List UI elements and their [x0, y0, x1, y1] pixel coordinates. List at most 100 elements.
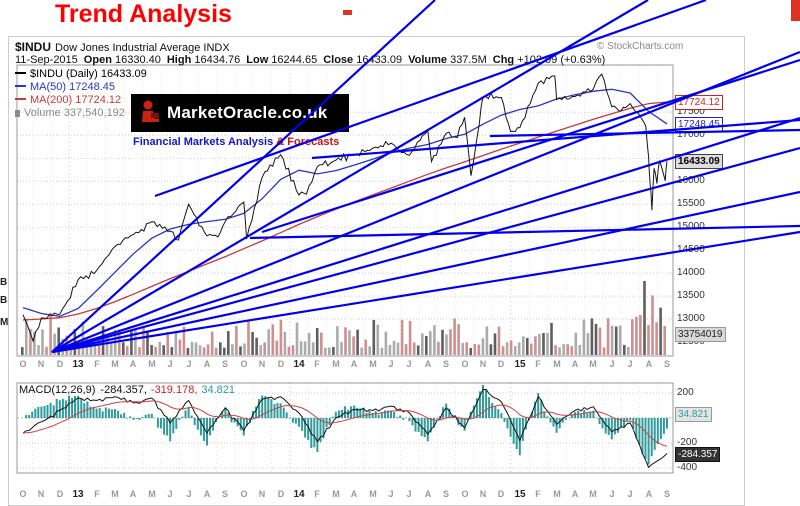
- price-axis-label: 13500: [677, 290, 705, 301]
- quote-value: +102.09 (+0.63%): [514, 54, 606, 66]
- month-label: M: [589, 489, 597, 499]
- price-axis-label: 14000: [677, 267, 705, 278]
- marketoracle-tagline: Financial Markets Analysis & Forecasts: [133, 136, 339, 148]
- red-artifact-corner: [791, 0, 800, 21]
- marketoracle-logo-text: MarketOracle.co.uk: [167, 103, 328, 122]
- legend-item: MA(200) 17724.12: [15, 94, 147, 107]
- volume-bars: [21, 281, 666, 355]
- month-label: N: [258, 489, 266, 499]
- month-label: F: [535, 359, 541, 369]
- ma50-value-box: 17248.45: [675, 117, 723, 132]
- month-label: S: [442, 489, 449, 499]
- price-axis-label: 15500: [677, 198, 705, 209]
- month-label: M: [332, 489, 340, 499]
- quote-value: 337.5M: [447, 54, 487, 66]
- month-label: J: [406, 489, 412, 499]
- month-label: 15: [514, 359, 526, 370]
- month-label: A: [645, 359, 653, 369]
- page-title: Trend Analysis: [55, 0, 232, 28]
- marketoracle-banner[interactable]: MarketOracle.co.uk: [131, 94, 349, 132]
- month-label: O: [19, 489, 27, 499]
- legend-marker: [15, 72, 26, 74]
- month-label: O: [240, 359, 248, 369]
- edge-artifact: B: [0, 295, 8, 306]
- macd-indicator-label: MACD(12,26,9) -284.357, -319.178, 34.821: [19, 384, 235, 396]
- month-label: J: [406, 359, 412, 369]
- month-label: J: [609, 359, 615, 369]
- month-label: D: [497, 359, 505, 369]
- hist-value-box: 34.821: [675, 407, 712, 422]
- month-label: S: [663, 489, 670, 499]
- legend-item: $INDU (Daily) 16433.09: [15, 68, 147, 81]
- macdlast-value-box: -284.357: [675, 447, 721, 462]
- month-label: M: [111, 489, 119, 499]
- month-label: J: [167, 489, 173, 499]
- quote-value: 16433.09: [353, 54, 403, 66]
- tagline-left: Financial Markets Analysis: [133, 136, 274, 148]
- month-label: F: [535, 489, 541, 499]
- chart-name: Dow Jones Industrial Average INDX: [55, 42, 230, 54]
- month-label: A: [424, 359, 432, 369]
- quote-label: Open: [83, 54, 112, 66]
- month-label: J: [388, 489, 394, 499]
- month-label: M: [553, 489, 561, 499]
- macd-signal-line: [22, 400, 668, 447]
- macd-name: MACD(12,26,9): [19, 384, 96, 396]
- month-label: A: [350, 489, 358, 499]
- month-label: A: [129, 489, 137, 499]
- month-label: A: [350, 359, 358, 369]
- quote-label: High: [166, 54, 192, 66]
- month-label: M: [148, 489, 156, 499]
- month-label: S: [221, 489, 228, 499]
- legend-label: Volume 337,540,192: [24, 107, 125, 119]
- macd-hist-value: 34.821: [201, 384, 236, 396]
- volume-value-box: 33754019: [675, 327, 726, 342]
- tagline-right: & Forecasts: [276, 136, 340, 148]
- price-axis-label: 15000: [677, 221, 705, 232]
- legend-label: MA(50) 17248.45: [30, 81, 115, 93]
- month-label: O: [240, 489, 248, 499]
- ma200-value-box: 17724.12: [675, 95, 723, 110]
- month-label: N: [37, 359, 45, 369]
- month-label: O: [461, 489, 469, 499]
- red-artifact-dash: [343, 10, 352, 15]
- month-label: J: [167, 359, 173, 369]
- quote-row: 11-Sep-2015 Open 16330.40 High 16434.76 Low…: [15, 54, 605, 66]
- legend-label: MA(200) 17724.12: [30, 94, 122, 106]
- month-label: J: [627, 489, 633, 499]
- edge-artifact: M: [0, 317, 9, 328]
- month-label: M: [369, 489, 377, 499]
- month-label: S: [221, 359, 228, 369]
- month-label: J: [627, 359, 633, 369]
- month-label: D: [56, 489, 64, 499]
- quote-label: Close: [323, 54, 354, 66]
- month-label: J: [186, 489, 192, 499]
- quote-value: 16434.76: [191, 54, 241, 66]
- month-label: J: [388, 359, 394, 369]
- price-value-box: 16433.09: [675, 154, 723, 169]
- quote-value: 16244.65: [268, 54, 318, 66]
- stockcharts-chart-panel: $INDU Dow Jones Industrial Average INDX ©…: [8, 36, 745, 506]
- quote-label: Volume: [408, 54, 448, 66]
- chart-symbol: $INDU: [15, 40, 52, 54]
- ma200-line: [22, 101, 668, 321]
- macd-axis-label: -400: [677, 462, 698, 473]
- month-label: A: [203, 489, 211, 499]
- month-label: F: [314, 489, 320, 499]
- price-axis-label: 13000: [677, 313, 705, 324]
- date-axis-main: O N D 13 F M A M J J A S O N D 14 F M A M J J A S O N D 15 F M A M J J A S: [9, 359, 746, 371]
- stockcharts-copyright-link[interactable]: © StockCharts.com: [597, 41, 684, 52]
- quote-label: Low: [246, 54, 269, 66]
- legend-marker: [15, 110, 20, 117]
- month-label: D: [277, 359, 285, 369]
- month-label: 13: [72, 359, 84, 370]
- price-axis-label: 14500: [677, 244, 705, 255]
- month-label: M: [369, 359, 377, 369]
- month-label: F: [94, 489, 100, 499]
- macd-signal-value: -319.178,: [150, 384, 198, 396]
- month-label: S: [663, 359, 670, 369]
- macd-axis-label: 200: [677, 387, 694, 398]
- month-label: M: [111, 359, 119, 369]
- legend-marker: [15, 98, 26, 100]
- chart-title-row: $INDU Dow Jones Industrial Average INDX: [15, 40, 230, 54]
